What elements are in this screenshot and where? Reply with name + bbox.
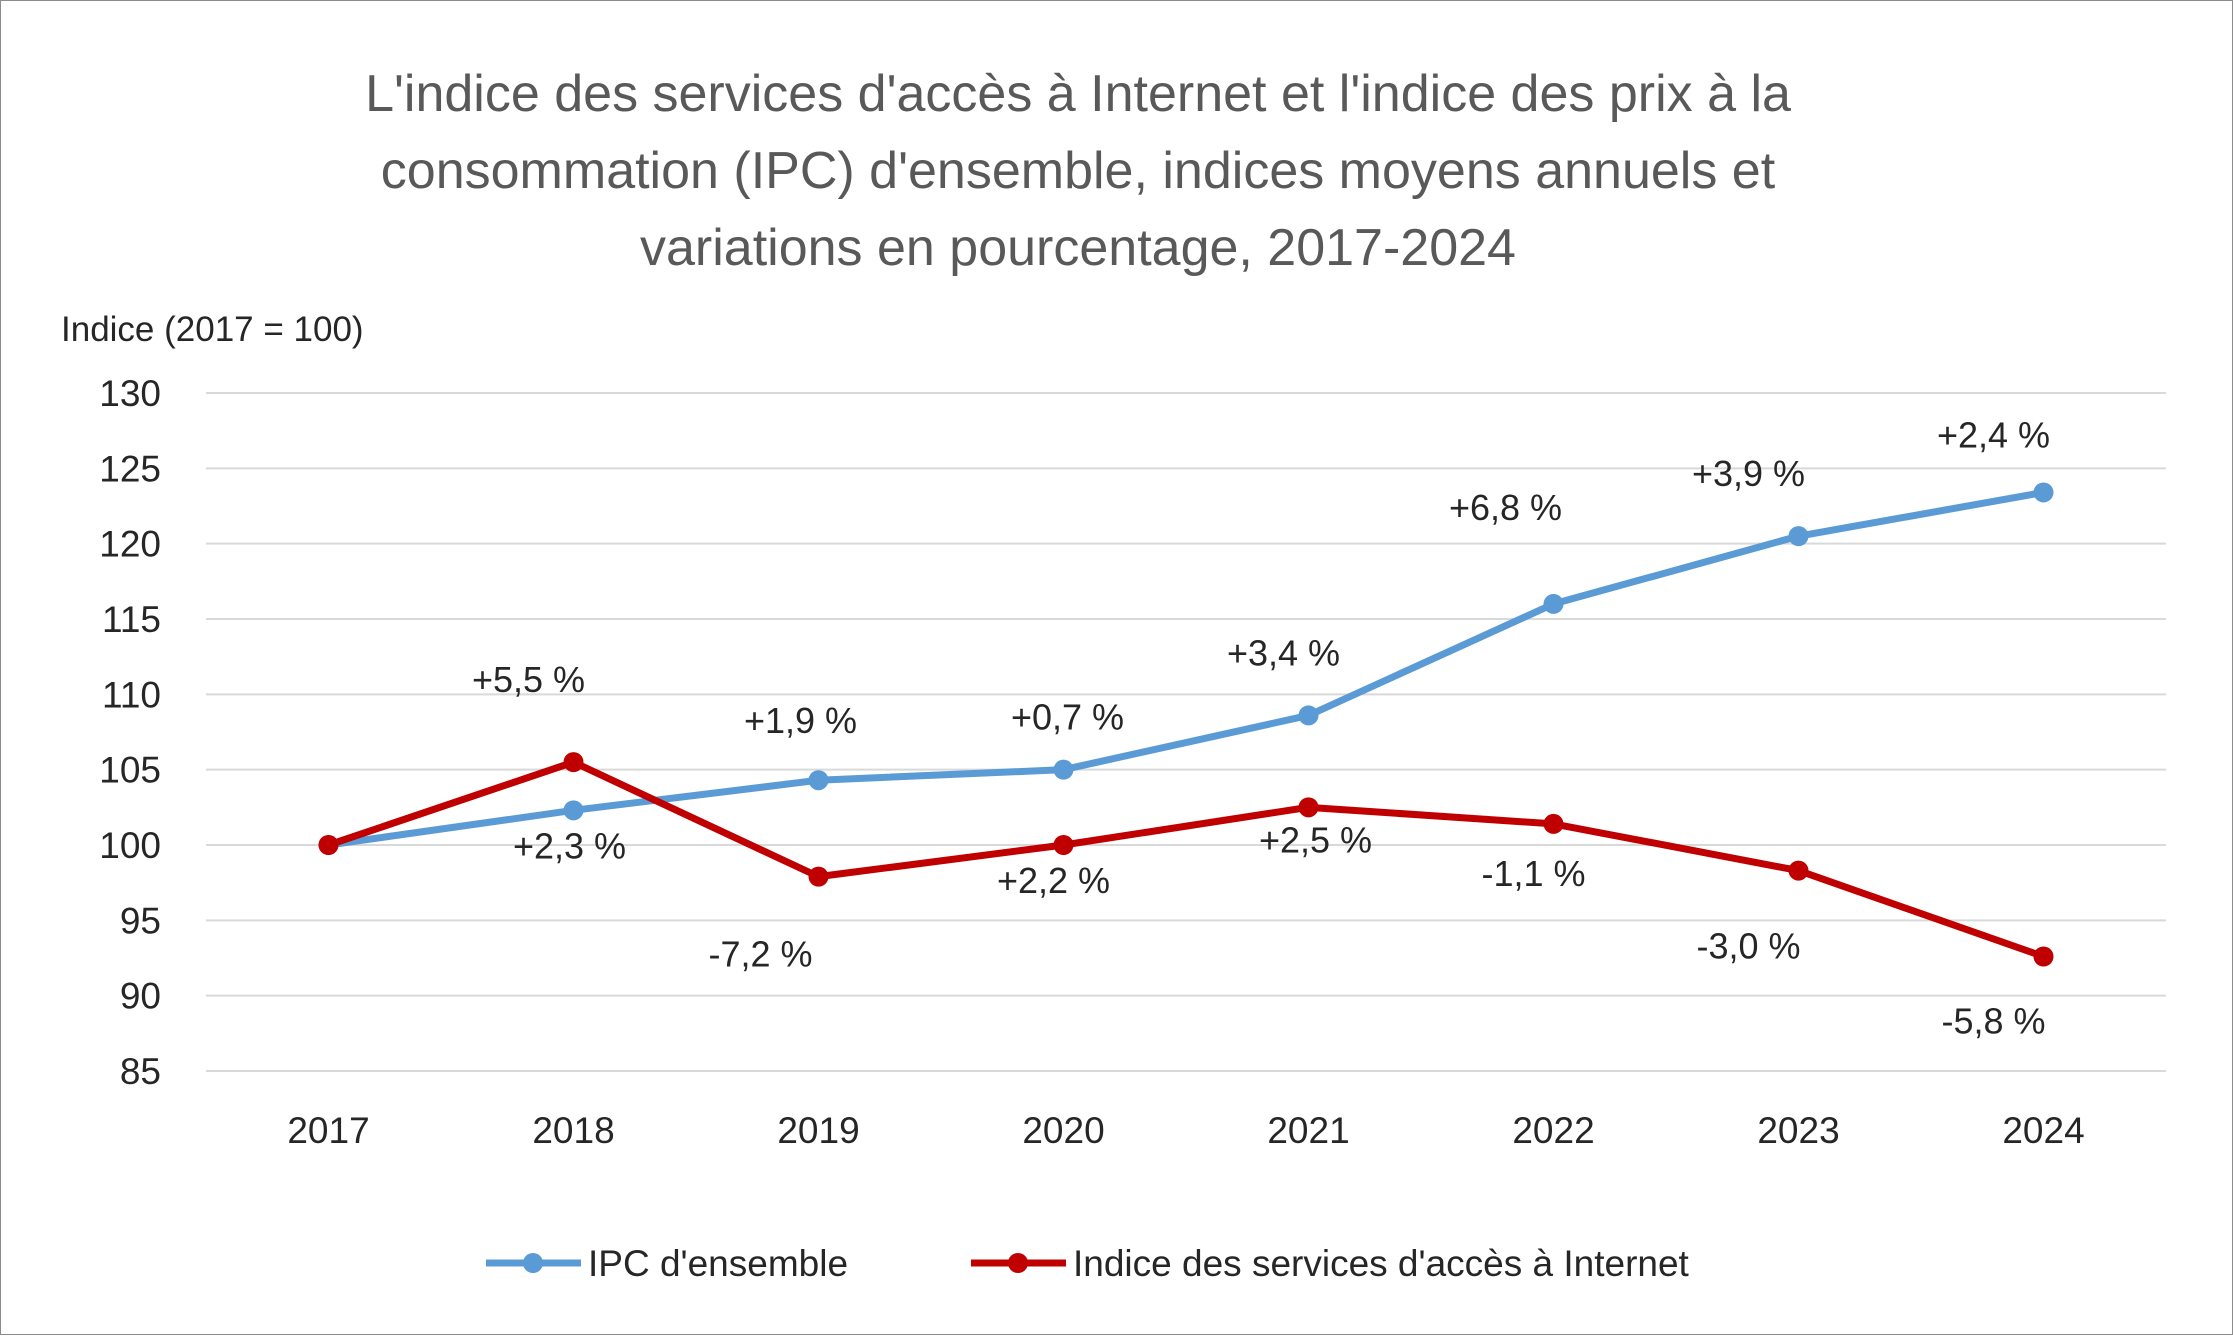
- legend: IPC d'ensemble Indice des services d'accè…: [486, 1243, 1690, 1284]
- series-line-0: [325, 488, 2047, 849]
- y-tick-label: 120: [99, 524, 161, 565]
- data-label-series-1: -1,1 %: [1481, 853, 1585, 894]
- data-label-series-0: +1,9 %: [744, 700, 857, 741]
- data-label-series-1: +2,5 %: [1259, 819, 1372, 860]
- y-tick-label: 110: [102, 674, 161, 715]
- data-labels: +2,3 % +1,9 % +0,7 % +3,4 % +6,8 % +3,9 % +2,4…: [472, 414, 2050, 1041]
- series-lines: [318, 482, 2054, 967]
- data-point-series-0: [808, 770, 829, 791]
- data-label-series-1: +5,5 %: [472, 659, 585, 700]
- x-tick-label: 2023: [1757, 1110, 1839, 1151]
- chart-title-line-2: consommation (IPC) d'ensemble, indices m…: [381, 142, 1776, 200]
- y-axis-ticks: 130 125 120 115 110 105 100 95 90 85: [99, 373, 161, 1092]
- data-point-series-0: [1053, 759, 1074, 780]
- legend-label-1: Indice des services d'accès à Internet: [1073, 1243, 1690, 1284]
- data-point-series-1: [808, 866, 829, 887]
- data-label-series-0: +3,4 %: [1227, 632, 1340, 673]
- y-tick-label: 115: [102, 599, 161, 640]
- y-tick-label: 95: [120, 900, 161, 941]
- legend-swatch-marker-1: [1008, 1253, 1028, 1273]
- data-label-series-0: +2,4 %: [1937, 414, 2050, 455]
- data-label-series-0: +6,8 %: [1449, 487, 1562, 528]
- data-label-series-1: -5,8 %: [1941, 1000, 2045, 1041]
- data-point-series-1: [1053, 835, 1074, 855]
- y-tick-label: 125: [99, 448, 161, 489]
- data-point-series-1: [563, 752, 584, 773]
- data-point-series-1: [1788, 860, 1809, 881]
- y-tick-label: 100: [99, 825, 161, 866]
- data-point-series-0: [1543, 593, 1564, 614]
- x-tick-label: 2020: [1022, 1110, 1104, 1151]
- data-label-series-1: +2,2 %: [997, 860, 1110, 901]
- legend-swatch-marker-0: [523, 1253, 543, 1273]
- data-point-series-0: [2033, 482, 2054, 503]
- data-point-series-0: [1298, 705, 1319, 726]
- x-tick-label: 2021: [1267, 1110, 1349, 1151]
- y-axis-label: Indice (2017 = 100): [61, 310, 364, 349]
- x-axis-ticks: 2017 2018 2019 2020 2021 2022 2023 2024: [287, 1110, 2084, 1151]
- data-point-series-1: [318, 835, 339, 855]
- y-tick-label: 105: [99, 750, 161, 791]
- x-tick-label: 2019: [777, 1110, 859, 1151]
- y-tick-label: 90: [120, 976, 161, 1017]
- y-tick-label: 130: [99, 373, 161, 414]
- x-tick-label: 2018: [532, 1110, 614, 1151]
- data-label-series-0: +2,3 %: [513, 825, 626, 866]
- data-point-series-0: [563, 800, 584, 821]
- x-tick-label: 2017: [287, 1110, 369, 1151]
- data-label-series-1: -7,2 %: [708, 934, 812, 975]
- chart-title-line-1: L'indice des services d'accès à Internet…: [365, 65, 1791, 123]
- chart-title: L'indice des services d'accès à Internet…: [365, 65, 1791, 277]
- legend-label-0: IPC d'ensemble: [588, 1243, 848, 1284]
- chart-title-line-3: variations en pourcentage, 2017-2024: [640, 219, 1516, 277]
- data-point-series-0: [1788, 526, 1809, 547]
- x-tick-label: 2022: [1512, 1110, 1594, 1151]
- data-label-series-1: -3,0 %: [1696, 926, 1800, 967]
- gridlines: [206, 392, 2166, 1072]
- series-line-1: [325, 758, 2047, 960]
- x-tick-label: 2024: [2002, 1110, 2084, 1151]
- data-label-series-0: +3,9 %: [1692, 453, 1805, 494]
- data-label-series-0: +0,7 %: [1011, 697, 1124, 738]
- data-point-series-1: [1543, 813, 1564, 834]
- data-point-series-1: [1298, 797, 1319, 818]
- data-point-series-1: [2033, 946, 2054, 967]
- y-tick-label: 85: [120, 1051, 161, 1092]
